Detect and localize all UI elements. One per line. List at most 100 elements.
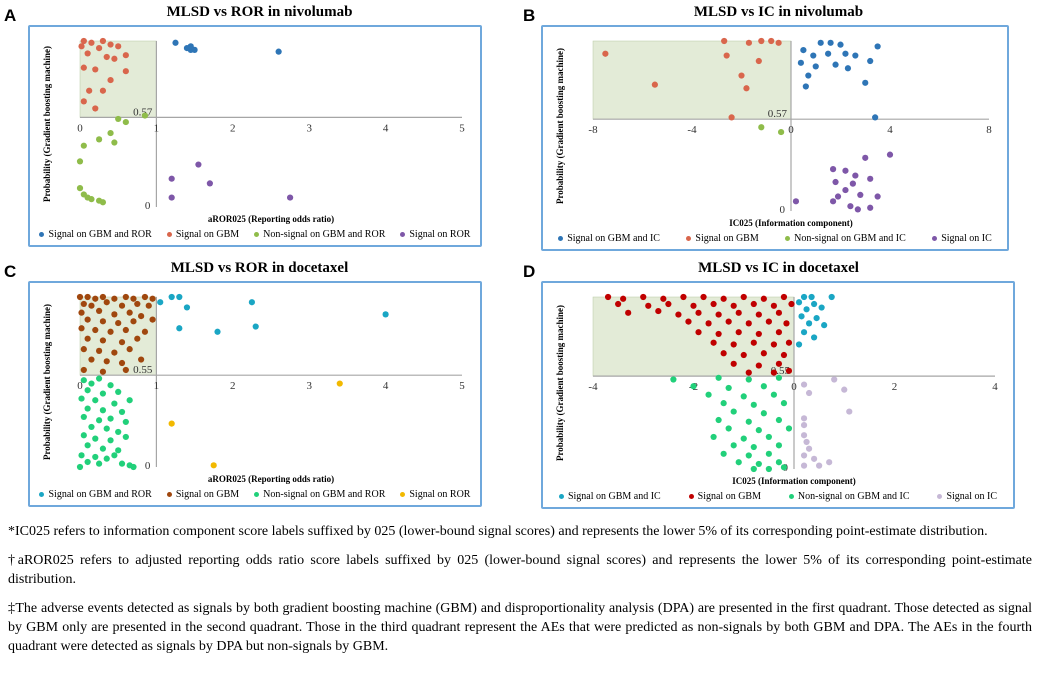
data-point bbox=[96, 347, 103, 354]
y-axis-title: Probability (Gradient boosting machine) bbox=[42, 304, 52, 460]
data-point bbox=[107, 129, 114, 137]
data-point bbox=[700, 293, 707, 301]
x-tick-label: 4 bbox=[383, 380, 389, 392]
data-point bbox=[92, 326, 99, 334]
data-point bbox=[96, 460, 103, 467]
data-point bbox=[785, 367, 793, 374]
legend-label: Non-signal on GBM and IC bbox=[797, 490, 910, 502]
data-point bbox=[76, 293, 84, 301]
data-point bbox=[803, 306, 810, 313]
data-point bbox=[92, 295, 99, 302]
data-point bbox=[745, 418, 752, 425]
legend-label: Non-signal on GBM and IC bbox=[794, 232, 906, 244]
legend-marker bbox=[39, 231, 45, 237]
data-point bbox=[145, 302, 152, 309]
legend-marker bbox=[558, 493, 564, 499]
data-point bbox=[111, 55, 118, 62]
legend-marker bbox=[688, 493, 694, 499]
data-point bbox=[118, 460, 126, 467]
data-point bbox=[857, 191, 864, 198]
data-point bbox=[740, 351, 747, 359]
data-point bbox=[735, 459, 742, 466]
data-point bbox=[103, 425, 110, 432]
data-point bbox=[183, 304, 191, 311]
data-point bbox=[852, 52, 859, 59]
data-point bbox=[111, 452, 118, 459]
legend-label: Non-signal on GBM and ROR bbox=[263, 228, 386, 240]
legend-marker bbox=[785, 235, 791, 241]
data-point bbox=[130, 318, 137, 325]
data-point bbox=[134, 335, 141, 342]
data-point bbox=[740, 393, 747, 400]
data-point bbox=[710, 433, 717, 441]
data-point bbox=[854, 206, 861, 213]
data-point bbox=[78, 452, 85, 459]
data-point bbox=[728, 114, 735, 121]
data-point bbox=[842, 167, 849, 174]
data-point bbox=[187, 43, 194, 50]
data-point bbox=[88, 423, 95, 431]
data-point bbox=[168, 175, 175, 182]
data-point bbox=[99, 368, 107, 375]
data-point bbox=[730, 302, 737, 309]
legend: Signal on GBM and ROR Signal on GBM Non-si… bbox=[32, 485, 478, 503]
data-point bbox=[80, 432, 87, 439]
data-point bbox=[785, 339, 793, 346]
data-point bbox=[715, 374, 722, 381]
data-point bbox=[111, 400, 118, 407]
data-point bbox=[725, 384, 732, 392]
legend-item: Signal on ROR bbox=[400, 229, 470, 240]
data-point bbox=[92, 105, 99, 112]
legend-label: Signal on GBM bbox=[175, 228, 240, 240]
plot-frame: 0 1 2 3 4 5 0.57 0 aROR025 (Reporting odds ratio… bbox=[28, 25, 482, 247]
data-point bbox=[775, 374, 783, 381]
footnotes: *IC025 refers to information component s… bbox=[8, 522, 1032, 666]
data-point bbox=[111, 349, 118, 356]
data-point bbox=[715, 416, 722, 424]
data-point bbox=[800, 46, 807, 54]
data-point bbox=[775, 416, 783, 424]
data-point bbox=[874, 193, 881, 200]
x-tick-label: -4 bbox=[588, 381, 598, 393]
data-point bbox=[141, 112, 149, 119]
data-point bbox=[122, 326, 129, 334]
legend-label: Signal on IC bbox=[941, 232, 992, 244]
x-tick-label: 0 bbox=[77, 122, 83, 134]
data-point bbox=[660, 295, 667, 302]
data-point bbox=[710, 339, 717, 346]
x-tick-label: 3 bbox=[306, 122, 312, 134]
data-point bbox=[176, 325, 183, 332]
data-point bbox=[805, 445, 813, 452]
chart-title: MLSD vs ROR in docetaxel bbox=[170, 260, 349, 276]
data-point bbox=[126, 346, 133, 353]
data-point bbox=[780, 351, 788, 359]
x-axis-title: IC025 (Information component) bbox=[729, 218, 853, 228]
data-point bbox=[176, 293, 183, 301]
data-point bbox=[665, 300, 672, 308]
data-point bbox=[88, 380, 95, 387]
data-point bbox=[99, 390, 107, 397]
data-point bbox=[738, 72, 745, 79]
x-tick-label: -4 bbox=[687, 124, 697, 136]
x-tick-label: 2 bbox=[892, 381, 898, 393]
x-tick-label: 5 bbox=[459, 122, 465, 134]
data-point bbox=[195, 161, 202, 168]
legend-item: Signal on IC bbox=[932, 233, 992, 244]
data-point bbox=[745, 39, 753, 46]
legend-label: Signal on ROR bbox=[409, 228, 471, 240]
data-point bbox=[841, 386, 848, 393]
data-point bbox=[811, 300, 818, 308]
data-point bbox=[828, 293, 835, 301]
data-point bbox=[76, 185, 84, 192]
data-point bbox=[138, 313, 145, 320]
data-point bbox=[760, 295, 767, 302]
scatter-plot: 0 1 2 3 4 5 0.55 0 aROR025 (Reporting odds ratio… bbox=[42, 293, 465, 484]
data-point bbox=[745, 369, 752, 376]
data-point bbox=[812, 63, 819, 70]
data-point bbox=[743, 85, 750, 92]
legend-marker bbox=[166, 491, 172, 497]
data-point bbox=[750, 401, 757, 408]
x-tick-label: 4 bbox=[383, 122, 389, 134]
data-point bbox=[785, 425, 793, 432]
data-point bbox=[745, 376, 752, 383]
